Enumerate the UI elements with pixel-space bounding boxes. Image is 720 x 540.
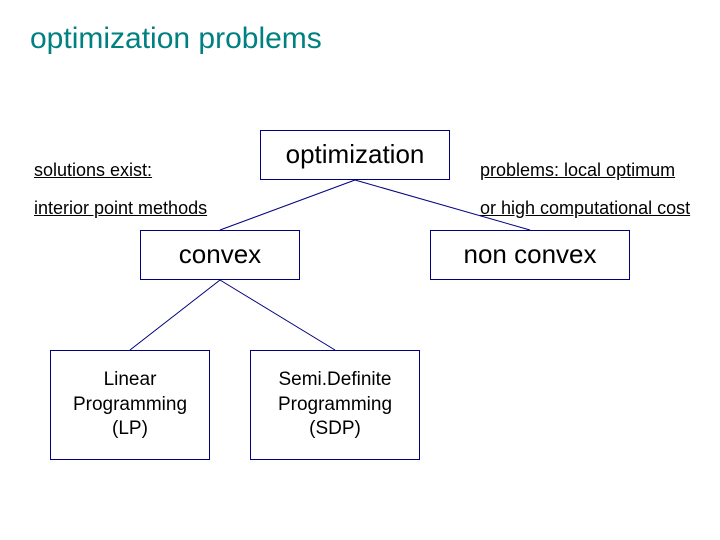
node-optimization: optimization (260, 130, 450, 180)
annot-local-optimum: problems: local optimum (480, 160, 675, 182)
annot-high-cost: or high computational cost (480, 198, 690, 220)
annot-solutions-exist: solutions exist: (34, 160, 152, 182)
slide-title: optimization problems (30, 22, 322, 56)
node-sdp: Semi.Definite Programming (SDP) (250, 350, 420, 460)
node-convex: convex (140, 230, 300, 280)
annot-interior-point: interior point methods (34, 198, 207, 220)
node-nonconvex: non convex (430, 230, 630, 280)
node-lp: Linear Programming (LP) (50, 350, 210, 460)
